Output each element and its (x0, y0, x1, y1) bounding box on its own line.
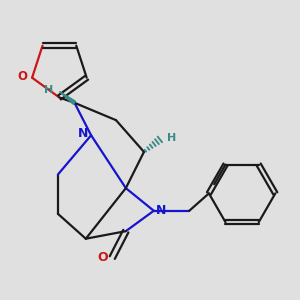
Text: N: N (156, 203, 166, 217)
Text: O: O (97, 251, 108, 264)
Text: N: N (78, 127, 89, 140)
Text: H: H (167, 133, 176, 142)
Text: O: O (17, 70, 27, 83)
Text: H: H (44, 85, 53, 95)
Polygon shape (59, 92, 76, 104)
